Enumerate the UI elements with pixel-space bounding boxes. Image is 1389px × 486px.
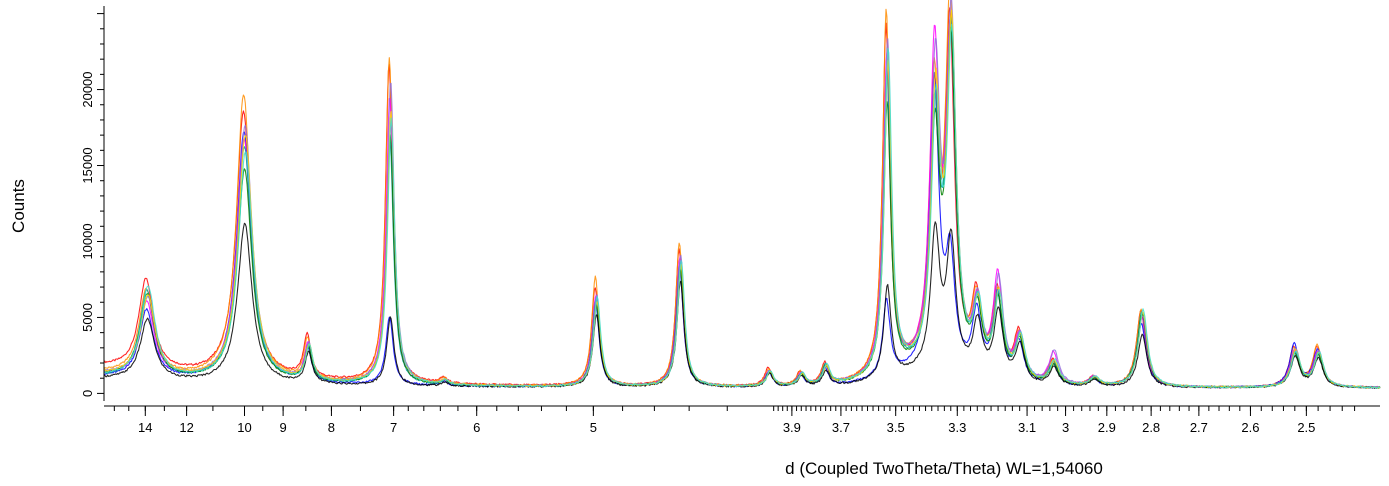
series-line [103, 17, 1381, 389]
x-tick-label: 5 [590, 420, 597, 435]
x-tick-label: 3 [1062, 420, 1069, 435]
x-tick-label: 12 [179, 420, 193, 435]
y-tick-label: 20000 [80, 71, 95, 107]
series-layer [103, 0, 1381, 389]
x-tick-label: 9 [279, 420, 286, 435]
axes-layer: 0 5000 10000 15000 20000 14 12 10 9 8 7 6 5 3.9 3.7 3.5… [80, 6, 1380, 435]
x-axis-title: d (Coupled TwoTheta/Theta) WL=1,54060 [785, 459, 1103, 478]
series-line [103, 221, 1381, 389]
y-tick-label: 15000 [80, 147, 95, 183]
y-tick-label: 0 [80, 390, 95, 397]
x-tick-label: 3.3 [948, 420, 966, 435]
x-tick-label: 2.6 [1241, 420, 1259, 435]
y-tick-label: 10000 [80, 223, 95, 259]
series-line [103, 72, 1381, 389]
x-tick-label: 3.9 [783, 420, 801, 435]
x-tick-label: 2.9 [1098, 420, 1116, 435]
x-tick-label: 6 [473, 420, 480, 435]
x-tick-label: 8 [328, 420, 335, 435]
x-tick-label: 2.5 [1297, 420, 1315, 435]
y-axis-title: Counts [9, 179, 28, 233]
x-tick-label: 2.7 [1190, 420, 1208, 435]
series-line [103, 9, 1381, 389]
series-line [104, 0, 1381, 389]
x-tick-label: 10 [237, 420, 251, 435]
series-line [103, 0, 1381, 389]
x-tick-label: 3.1 [1018, 420, 1036, 435]
y-tick-label: 5000 [80, 303, 95, 332]
series-line [103, 19, 1381, 389]
x-tick-label: 7 [390, 420, 397, 435]
x-tick-label: 2.8 [1142, 420, 1160, 435]
series-line [103, 7, 1381, 389]
series-line [103, 26, 1381, 389]
x-tick-label: 14 [138, 420, 152, 435]
series-line [103, 23, 1381, 389]
x-tick-label: 3.7 [832, 420, 850, 435]
x-tick-label: 3.5 [887, 420, 905, 435]
